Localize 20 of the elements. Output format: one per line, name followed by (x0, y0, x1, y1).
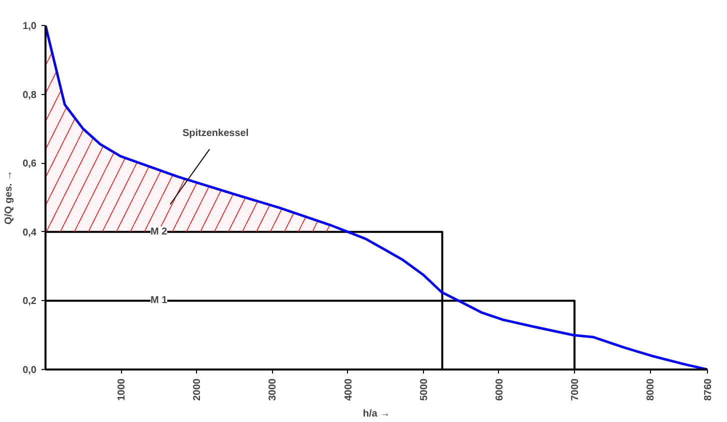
x-tick-label: 7000 (570, 378, 581, 401)
annotation: Spitzenkessel (182, 128, 249, 140)
y-axis-title: Q/Q ges. → (4, 170, 15, 224)
x-axis-title: h/a → (362, 408, 390, 420)
y-tick-label: 0,6 (22, 158, 37, 170)
y-tick-label: 0,2 (22, 296, 37, 308)
y-tick-label: 0,0 (22, 365, 37, 376)
x-tick-label: 4000 (343, 378, 354, 401)
y-tick-label: 1,0 (22, 21, 37, 32)
annotation: M 1 (150, 295, 168, 306)
x-tick-label: 1000 (116, 378, 128, 401)
x-tick-label: 8760 (703, 378, 714, 401)
x-tick-label: 3000 (268, 378, 279, 401)
x-tick-label: 6000 (494, 378, 506, 401)
y-tick-label: 0,8 (22, 90, 37, 101)
x-tick-label: 8000 (646, 378, 657, 401)
annotation: M 2 (150, 226, 168, 238)
x-tick-label: 5000 (418, 378, 430, 401)
y-tick-label: 0,4 (22, 227, 37, 238)
x-tick-label: 2000 (192, 378, 204, 401)
